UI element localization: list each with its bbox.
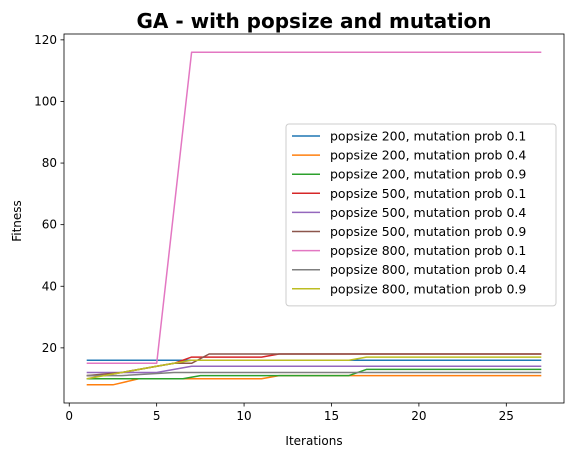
y-tick-label: 100: [34, 94, 57, 108]
x-tick-label: 5: [153, 409, 161, 423]
y-tick-label: 40: [42, 279, 57, 293]
legend-entry: popsize 500, mutation prob 0.4: [330, 205, 526, 220]
y-tick-label: 20: [42, 341, 57, 355]
y-axis-label: Fitness: [10, 200, 24, 242]
x-tick-label: 10: [236, 409, 251, 423]
series-line-9: [86, 356, 542, 380]
y-tick-label: 60: [42, 218, 57, 232]
x-tick-label: 15: [324, 409, 339, 423]
series-line-7: [86, 51, 542, 365]
legend-entry: popsize 200, mutation prob 0.4: [330, 148, 526, 163]
chart-title: GA - with popsize and mutation: [136, 9, 491, 33]
x-tick-label: 0: [65, 409, 73, 423]
legend-entry: popsize 800, mutation prob 0.9: [330, 281, 526, 296]
y-tick-label: 80: [42, 156, 57, 170]
series-line-5: [86, 365, 542, 374]
x-tick-label: 20: [411, 409, 426, 423]
legend-entry: popsize 200, mutation prob 0.1: [330, 129, 526, 144]
legend-entry: popsize 800, mutation prob 0.4: [330, 262, 526, 277]
series-line-8: [86, 371, 542, 377]
legend-entry: popsize 200, mutation prob 0.9: [330, 167, 526, 182]
y-tick-label: 120: [34, 33, 57, 47]
series-line-3: [86, 368, 542, 380]
axes-frame: [63, 33, 565, 404]
x-axis-label: Iterations: [285, 434, 342, 448]
plot-area: 0 5 10 15 20 25 20 40 60 80 100 120 popsize 200, mut…: [34, 33, 565, 423]
legend-entry: popsize 800, mutation prob 0.1: [330, 243, 526, 258]
legend-entry: popsize 500, mutation prob 0.9: [330, 224, 526, 239]
x-tick-label: 25: [499, 409, 514, 423]
legend-box: [285, 123, 557, 307]
legend-entry: popsize 500, mutation prob 0.1: [330, 186, 526, 201]
